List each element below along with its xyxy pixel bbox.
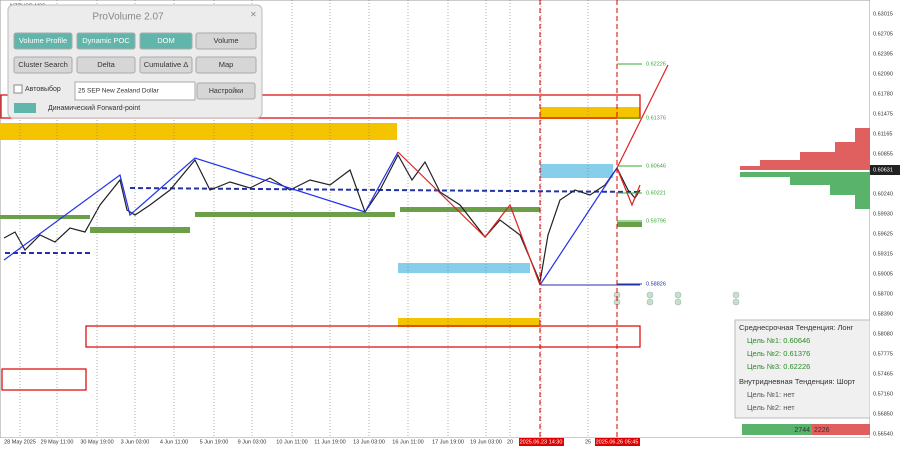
level-label: 0.59796 <box>646 218 666 224</box>
panel-button[interactable] <box>195 32 257 50</box>
time-label: 16 Jun 11:00 <box>392 439 423 445</box>
info-trend: Внутридневная Тенденция: Шорт <box>739 377 856 386</box>
price-label: 0.62705 <box>873 31 893 37</box>
time-label: 10 Jun 11:00 <box>276 439 307 445</box>
panel-button-label: Delta <box>97 60 115 69</box>
time-label: 9 Jun 03:00 <box>238 439 267 445</box>
panel-button[interactable] <box>195 56 257 74</box>
time-label: 19 Jun 03:00 <box>470 439 502 445</box>
panel-button[interactable] <box>139 56 193 74</box>
time-label: 3 Jun 03:00 <box>121 439 150 445</box>
time-label: 28 May 2025 <box>4 439 36 445</box>
level-label: 0.62226 <box>646 61 666 67</box>
time-label: 17 Jun 19:00 <box>432 439 464 445</box>
price-label: 0.63015 <box>873 11 893 17</box>
panel-button-label: Dynamic POC <box>82 36 130 45</box>
panel-button[interactable] <box>13 32 73 50</box>
info-target: Цель №2: нет <box>747 403 795 412</box>
price-label: 0.60855 <box>873 151 893 157</box>
time-label: 11 Jun 19:00 <box>314 439 345 445</box>
price-label: 0.56850 <box>873 411 893 417</box>
time-highlight <box>519 438 564 446</box>
time-label: 13 Jun 03:00 <box>353 439 385 445</box>
forward-label: Динамический Forward-point <box>48 104 140 112</box>
panel-button-label: Cluster Search <box>18 60 68 69</box>
buy-volume: 2744 <box>794 427 810 434</box>
settings-label: Настройки <box>209 87 243 95</box>
price-label: 0.58390 <box>873 311 893 317</box>
price-label: 0.60240 <box>873 191 893 197</box>
info-target: Цель №1: 0.60646 <box>747 336 810 345</box>
info-target: Цель №1: нет <box>747 390 795 399</box>
checkbox-label: Автовыбор <box>25 85 61 93</box>
price-label: 0.59930 <box>873 211 893 217</box>
price-label: 0.58700 <box>873 291 893 297</box>
price-label: 0.61475 <box>873 111 893 117</box>
level-label: 0.58826 <box>646 281 666 287</box>
settings-button[interactable] <box>196 82 256 100</box>
panel-button-label: DOM <box>157 36 175 45</box>
price-label: 0.62090 <box>873 71 893 77</box>
info-trend: Среднесрочная Тенденция: Лонг <box>739 323 854 332</box>
price-axis <box>870 0 900 438</box>
panel-button-label: Volume <box>213 36 238 45</box>
time-label: 29 May 11:00 <box>41 439 74 445</box>
time-label: 25 <box>585 439 591 445</box>
checkbox[interactable] <box>13 84 23 94</box>
instrument: 25 SEP New Zealand Dollar <box>78 88 160 95</box>
time-label: 5 Jun 19:00 <box>200 439 229 445</box>
price-label: 0.59005 <box>873 271 893 277</box>
panel-button-label: Cumulative Δ <box>144 60 189 69</box>
level-label: 0.61376 <box>646 115 666 121</box>
price-label: 0.62395 <box>873 51 893 57</box>
current-price-box <box>870 165 900 175</box>
price-label: 0.61165 <box>873 131 892 137</box>
time-label: 4 Jun 11:00 <box>160 439 188 445</box>
panel-button[interactable] <box>76 56 136 74</box>
price-label: 0.57775 <box>873 351 893 357</box>
info-target: Цель №3: 0.62226 <box>747 362 810 371</box>
level-label: 0.60221 <box>646 190 666 196</box>
sell-volume: 2226 <box>814 427 830 434</box>
time-label: 2025.06.23 14:30 <box>520 439 563 445</box>
instrument-select[interactable] <box>74 81 196 101</box>
price-label: 0.59315 <box>873 251 893 257</box>
panel-close[interactable]: ✕ <box>250 10 257 19</box>
buy-bar <box>742 424 812 435</box>
forward-toggle[interactable] <box>14 103 36 113</box>
sell-bar <box>812 424 870 435</box>
level-label: 0.60646 <box>646 163 666 169</box>
price-label: 0.58080 <box>873 331 893 337</box>
time-highlight <box>595 438 640 446</box>
panel-button[interactable] <box>76 32 136 50</box>
current-price: 0.60631 <box>873 167 893 173</box>
panel-button[interactable] <box>13 56 73 74</box>
price-label: 0.56540 <box>873 431 893 437</box>
panel-button-label: Map <box>219 60 234 69</box>
info-target: Цель №2: 0.61376 <box>747 349 810 358</box>
time-label: 2025.06.26 05:45 <box>596 439 639 445</box>
price-label: 0.57465 <box>873 371 893 377</box>
time-label: 20 <box>507 439 513 445</box>
panel-title: ProVolume 2.07 <box>92 12 164 23</box>
price-label: 0.59625 <box>873 231 893 237</box>
time-label: 30 May 19:00 <box>80 439 113 445</box>
price-label: 0.61780 <box>873 91 893 97</box>
time-axis <box>0 438 900 449</box>
price-label: 0.57160 <box>873 391 893 397</box>
panel-button-label: Volume Profile <box>19 36 67 45</box>
panel-button[interactable] <box>139 32 193 50</box>
